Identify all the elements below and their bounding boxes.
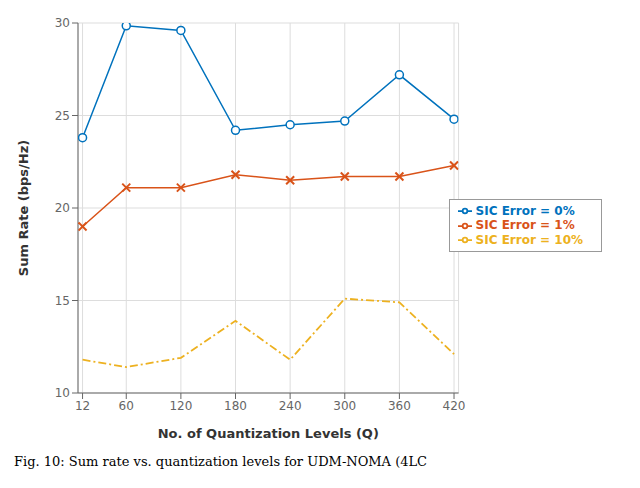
svg-text:360: 360 [388, 399, 411, 413]
svg-text:120: 120 [169, 399, 192, 413]
html-text:SIC Error = 10%: SIC Error = 10% [475, 232, 583, 247]
html-text:SIC Error = 0%: SIC Error = 0% [475, 203, 575, 218]
svg-text:300: 300 [333, 399, 356, 413]
svg-text:20: 20 [55, 201, 70, 215]
svg-text:15: 15 [55, 294, 70, 308]
svg-text:60: 60 [119, 399, 134, 413]
html-text:SIC Error = 1%: SIC Error = 1% [475, 218, 575, 233]
svg-text:180: 180 [224, 399, 247, 413]
svg-text:240: 240 [279, 399, 302, 413]
svg-text:420: 420 [443, 399, 466, 413]
svg-text:12: 12 [75, 399, 90, 413]
svg-text:10: 10 [55, 386, 70, 400]
svg-text:Sum Rate (bps/Hz): Sum Rate (bps/Hz) [16, 140, 31, 276]
html-text:Fig. 10: Sum rate vs. quantiza: Fig. 10: Sum rate vs. quantization level… [14, 454, 428, 469]
svg-text:25: 25 [55, 109, 70, 123]
svg-text:30: 30 [55, 16, 70, 30]
svg-text:No. of Quantization Levels (Q): No. of Quantization Levels (Q) [158, 426, 379, 441]
